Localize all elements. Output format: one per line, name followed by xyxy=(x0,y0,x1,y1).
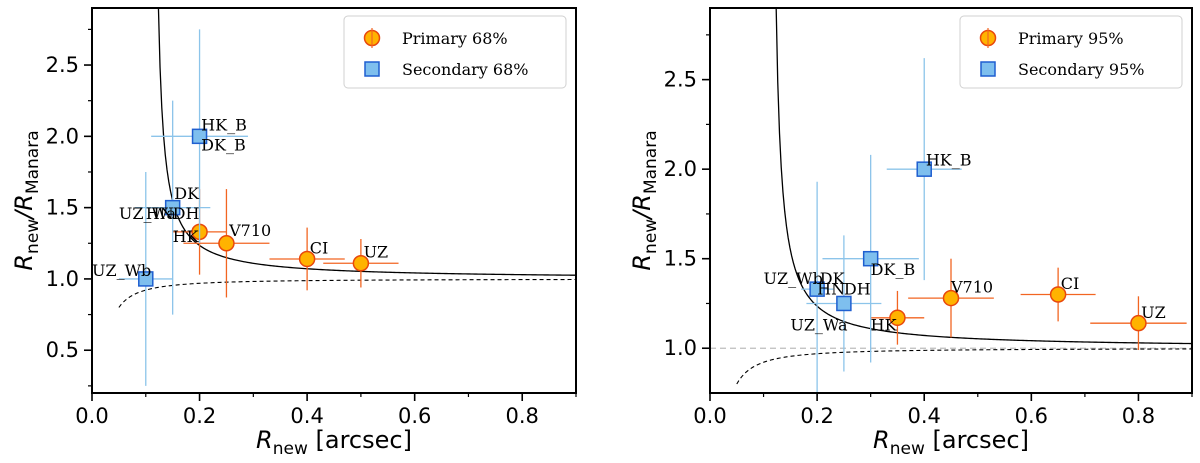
plot-frame xyxy=(91,7,577,394)
point-label: DK xyxy=(820,269,846,288)
x-tick-label: 0.6 xyxy=(1015,404,1048,428)
y-tick-label: 2.0 xyxy=(664,157,697,181)
point-label: HK xyxy=(871,315,898,334)
x-axis-label: Rnew [arcsec] xyxy=(256,426,412,459)
legend-box xyxy=(343,15,567,89)
point-label: UZ xyxy=(364,243,389,262)
primary-series: HK V710 CI UZ xyxy=(870,258,1187,351)
legend-secondary-label: Secondary 68% xyxy=(402,60,528,79)
primary-point xyxy=(218,235,235,252)
secondary-point xyxy=(809,281,825,297)
point-label: UZ_Wb xyxy=(92,261,151,280)
primary-series: HK V710 CI UZ xyxy=(172,189,399,298)
x-axis-label: Rnew [arcsec] xyxy=(873,426,1029,459)
point-label: UZ_Wa xyxy=(790,315,848,334)
y-tick-label: 1.0 xyxy=(46,267,79,291)
point-label: V710 xyxy=(228,221,271,240)
point-label: HN xyxy=(146,204,174,223)
y-tick-label: 2.5 xyxy=(46,53,79,77)
lower-limit-curve xyxy=(118,278,576,308)
secondary-point xyxy=(138,271,154,287)
x-tick-label: 0.2 xyxy=(800,404,833,428)
secondary-point xyxy=(916,161,932,177)
x-tick-label: 0.6 xyxy=(398,404,431,428)
point-label: UZ xyxy=(1141,303,1166,322)
x-tick-label: 0.4 xyxy=(908,404,941,428)
legend: Primary 95% Secondary 95% xyxy=(959,15,1183,89)
secondary-point xyxy=(862,250,879,267)
legend-secondary-marker xyxy=(980,61,996,77)
primary-point xyxy=(889,309,906,327)
legend-secondary-label: Secondary 95% xyxy=(1018,60,1144,79)
point-label: UZ_Wb xyxy=(764,269,823,288)
point-label: HK_B xyxy=(926,151,972,170)
secondary-point xyxy=(164,199,181,216)
y-tick-label: 1.0 xyxy=(664,336,697,360)
x-tick-label: 0.0 xyxy=(693,404,726,428)
point-label: DK_B xyxy=(871,260,916,279)
legend-primary-label: Primary 95% xyxy=(1018,29,1124,48)
point-label: UZ_Wa xyxy=(119,204,177,223)
legend: Primary 68% Secondary 68% xyxy=(343,15,567,89)
y-axis-label: Rnew/RManara xyxy=(10,130,43,270)
point-label: DK xyxy=(174,184,200,203)
x-tick-label: 0.8 xyxy=(506,404,539,428)
lower-limit-curve xyxy=(736,348,1192,385)
y-tick-label: 2.0 xyxy=(46,124,79,148)
secondary-point xyxy=(836,295,852,312)
y-tick-label: 2.5 xyxy=(664,68,697,92)
legend-box xyxy=(959,15,1183,89)
legend-primary-label: Primary 68% xyxy=(402,29,508,48)
y-tick-label: 1.5 xyxy=(664,247,697,271)
legend-secondary-marker xyxy=(364,61,380,77)
y-axis-label: Rnew/RManara xyxy=(628,130,661,270)
primary-point xyxy=(1130,314,1147,332)
y-tick-label: 1.5 xyxy=(46,196,79,220)
x-tick-label: 0.0 xyxy=(75,404,108,428)
point-label: HK xyxy=(173,227,200,246)
primary-point xyxy=(352,254,370,272)
secondary-point xyxy=(191,128,208,145)
point-label: DH xyxy=(173,204,200,223)
point-label: HN xyxy=(817,280,845,299)
x-tick-label: 0.4 xyxy=(290,404,323,428)
primary-point xyxy=(942,289,960,307)
point-label: CI xyxy=(1061,274,1080,293)
point-label: DH xyxy=(844,280,871,299)
x-tick-label: 0.8 xyxy=(1122,404,1155,428)
point-label: V710 xyxy=(950,278,993,297)
y-tick-label: 0.5 xyxy=(46,338,79,362)
x-tick-label: 0.2 xyxy=(183,404,216,428)
plot-frame xyxy=(709,7,1193,394)
point-label: HK_B xyxy=(201,116,247,135)
primary-point xyxy=(298,250,316,268)
primary-point xyxy=(1049,286,1067,303)
point-label: CI xyxy=(310,238,329,257)
point-label: DK_B xyxy=(201,136,246,155)
